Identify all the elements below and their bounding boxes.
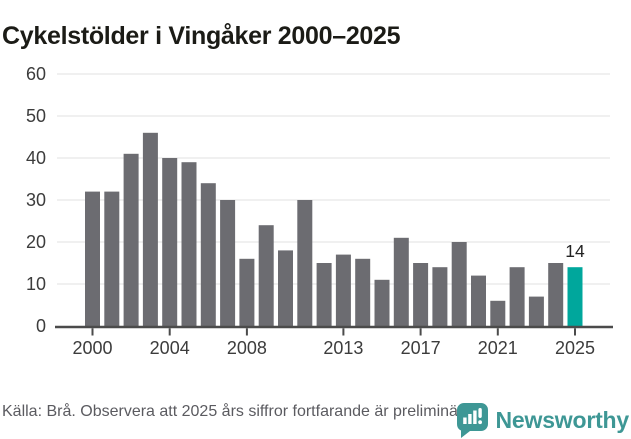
logo-bar-small bbox=[462, 417, 467, 424]
bar-2010 bbox=[278, 250, 293, 326]
x-axis-label-2025: 2025 bbox=[555, 338, 595, 358]
y-axis-label-50: 50 bbox=[26, 106, 46, 126]
bar-2021 bbox=[490, 300, 506, 326]
y-axis-label-20: 20 bbox=[26, 232, 46, 252]
bar-2002 bbox=[123, 153, 139, 326]
bar-2024 bbox=[548, 263, 564, 326]
x-axis-label-2017: 2017 bbox=[401, 338, 441, 358]
x-axis-label-2000: 2000 bbox=[72, 338, 112, 358]
source-note: Källa: Brå. Observera att 2025 års siffr… bbox=[2, 403, 477, 420]
bar-2014 bbox=[355, 258, 371, 326]
newsworthy-logo-text: Newsworthy bbox=[495, 406, 630, 433]
bar-2018 bbox=[432, 267, 448, 326]
y-axis-label-10: 10 bbox=[26, 274, 46, 294]
bar-2020 bbox=[471, 275, 486, 326]
newsworthy-speech-bubble-bar-chart-icon bbox=[456, 403, 488, 438]
bar-2008 bbox=[239, 258, 255, 326]
logo-bar-large bbox=[472, 410, 477, 424]
logo-exclamation-stroke bbox=[477, 408, 482, 418]
logo-exclamation-dot bbox=[477, 420, 482, 425]
x-axis-label-2008: 2008 bbox=[227, 338, 267, 358]
bar-2001 bbox=[104, 191, 120, 326]
x-axis-label-2021: 2021 bbox=[478, 338, 518, 358]
y-axis-label-30: 30 bbox=[26, 190, 46, 210]
bar-2022 bbox=[509, 267, 525, 326]
x-axis-label-2004: 2004 bbox=[150, 338, 190, 358]
bar-2019 bbox=[451, 242, 467, 326]
y-axis-label-0: 0 bbox=[36, 316, 46, 336]
y-axis-label-60: 60 bbox=[26, 64, 46, 84]
bar-2013 bbox=[335, 254, 351, 326]
bar-2003 bbox=[142, 132, 158, 326]
bar-2023 bbox=[528, 296, 544, 326]
bar-2007 bbox=[220, 200, 236, 326]
x-axis-label-2013: 2013 bbox=[323, 338, 363, 358]
bar-2015 bbox=[374, 279, 390, 326]
logo-bar-medium bbox=[467, 414, 472, 424]
newsworthy-logo[interactable]: Newsworthy bbox=[456, 402, 629, 438]
bar-2025 bbox=[567, 267, 583, 326]
bar-2016 bbox=[393, 237, 409, 326]
bar-2000 bbox=[85, 191, 100, 326]
bar-2009 bbox=[258, 225, 274, 326]
bar-2017 bbox=[413, 263, 429, 326]
speech-bubble-shape bbox=[456, 403, 488, 438]
bar-chart: 0 10 20 30 40 50 60 2000 2004 2008 2013 2017 2021 202… bbox=[26, 64, 613, 358]
bar-2006 bbox=[200, 183, 216, 326]
highlight-value-label: 14 bbox=[565, 241, 585, 261]
y-axis-label-40: 40 bbox=[26, 148, 46, 168]
page-title: Cykelstölder i Vingåker 2000–2025 bbox=[2, 21, 401, 50]
bar-2011 bbox=[297, 200, 313, 326]
bar-2012 bbox=[316, 263, 332, 326]
bar-2005 bbox=[181, 162, 197, 326]
bar-2004 bbox=[162, 158, 178, 326]
